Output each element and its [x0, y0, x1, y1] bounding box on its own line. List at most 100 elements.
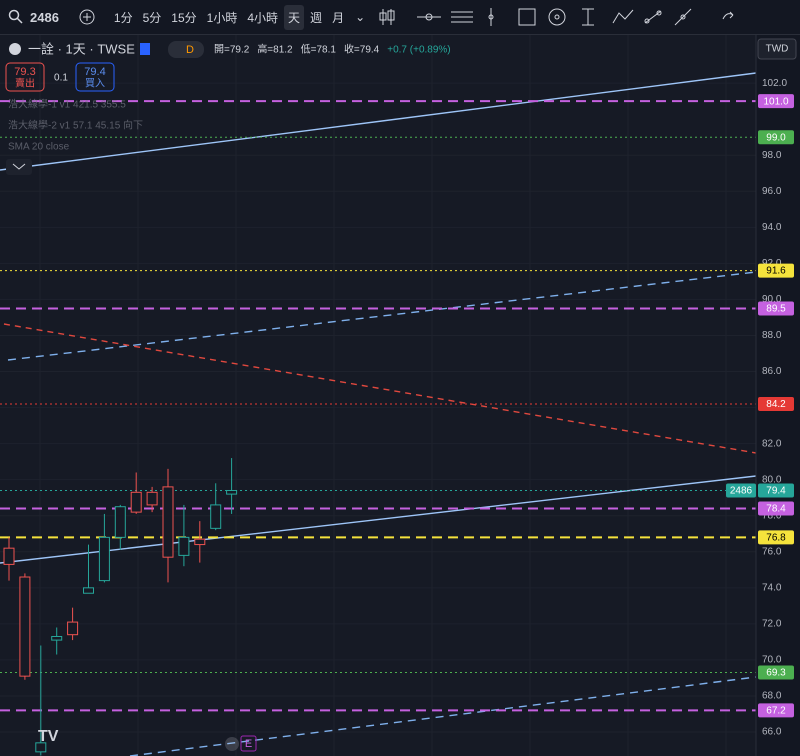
- y-tick-label: 102.0: [762, 78, 787, 89]
- y-tick-label: 96.0: [762, 186, 782, 197]
- candle-body: [35, 742, 47, 753]
- logo: TV: [38, 728, 59, 745]
- level-tag: [758, 665, 794, 680]
- level-tag: [758, 94, 794, 109]
- y-tick-label: 74.0: [762, 582, 782, 593]
- level-tag: [758, 396, 794, 411]
- level-tag: [758, 703, 794, 718]
- currency: TWD: [766, 44, 789, 55]
- interval[interactable]: 1小時: [206, 10, 238, 25]
- level-label: 76.8: [766, 532, 786, 543]
- y-tick-label: 70.0: [762, 655, 782, 666]
- candle-body: [51, 635, 63, 641]
- indicator[interactable]: 浩大線學-2 v1 57.1 45.15 向下: [8, 119, 143, 132]
- y-tick-label: 82.0: [762, 438, 782, 449]
- level-label: 69.3: [766, 668, 786, 679]
- level-label: 67.2: [766, 706, 786, 717]
- y-tick-label: 76.0: [762, 546, 782, 557]
- collapse[interactable]: [6, 159, 32, 175]
- earnings-text: E: [245, 738, 252, 750]
- trend-line[interactable]: [0, 72, 757, 171]
- candle-body: [3, 547, 15, 565]
- level-tag: [758, 483, 794, 498]
- spread: 0.1: [54, 73, 68, 84]
- ohlc-value: 開=79.2: [214, 44, 250, 56]
- collapse-icon: [12, 163, 26, 170]
- trend-line[interactable]: [129, 676, 757, 756]
- level-tag: [758, 263, 794, 278]
- y-tick-label: 90.0: [762, 294, 782, 305]
- toolbar: 2486 1分 5分 15分 1小時 4小時天週月 ⌄: [0, 0, 800, 35]
- level-tag: [758, 130, 794, 145]
- price-axis: [756, 35, 800, 756]
- level-label: 78.4: [766, 504, 786, 515]
- plot-area: [0, 35, 756, 756]
- badge-text: D: [186, 44, 194, 56]
- candle-body: [114, 506, 126, 538]
- ohlc-value: 低=78.1: [301, 43, 337, 56]
- candle-body: [98, 536, 110, 582]
- interval[interactable]: 5分: [142, 10, 162, 25]
- candle-body: [83, 587, 94, 594]
- interval[interactable]: 週: [310, 10, 323, 25]
- currency-box[interactable]: [757, 38, 797, 60]
- level-label: 101.0: [763, 96, 788, 107]
- y-tick-label: 78.0: [762, 510, 782, 521]
- y-tick-label: 98.0: [762, 150, 782, 161]
- level-label: 79.4: [766, 486, 786, 497]
- symbol-tag: [726, 483, 756, 498]
- level-label: 91.6: [766, 266, 786, 277]
- ohlc-value: 高=81.2: [257, 43, 293, 56]
- add-symbol[interactable]: [69, 7, 109, 27]
- level-label: 99.0: [766, 132, 786, 143]
- candle-body: [210, 504, 222, 529]
- y-tick-label: 80.0: [762, 474, 782, 485]
- symbol-logo: [9, 43, 21, 55]
- y-tick-label: 66.0: [762, 727, 782, 738]
- chart-title: 一詮 · 1天 · TWSE: [28, 41, 135, 56]
- sell-label: 賣出: [15, 77, 35, 90]
- level-tag: [758, 301, 794, 316]
- dividend-icon: [225, 737, 239, 751]
- candle-body: [178, 536, 190, 556]
- earnings-badge[interactable]: [240, 735, 257, 752]
- ohlc-value: +0.7 (+0.89%): [387, 45, 450, 56]
- symbol[interactable]: 2486: [30, 9, 59, 25]
- candle-body: [67, 621, 79, 636]
- drawing-tools: [379, 8, 734, 26]
- badge: [168, 41, 204, 58]
- candle-body: [130, 491, 142, 513]
- intervals: 1分 5分 15分 1小時 4小時天週月: [109, 4, 349, 30]
- search-icon[interactable]: [8, 9, 24, 25]
- candle-body: [19, 576, 31, 677]
- y-tick-label: 94.0: [762, 222, 782, 233]
- buy-button[interactable]: [75, 62, 115, 92]
- candle-body: [194, 538, 206, 546]
- candle-body: [162, 486, 174, 558]
- interval[interactable]: 4小時: [247, 10, 279, 25]
- level-label: 89.5: [766, 304, 786, 315]
- y-tick-label: 92.0: [762, 258, 782, 269]
- sell-price: 79.3: [14, 66, 35, 78]
- y-tick-label: 88.0: [762, 330, 782, 341]
- buy-label: 買入: [85, 78, 105, 90]
- sell-button[interactable]: [5, 62, 45, 92]
- symbol-tag-label: 2486: [730, 486, 753, 497]
- y-tick-label: 68.0: [762, 691, 782, 702]
- y-tick-label: 72.0: [762, 619, 782, 630]
- interval[interactable]: 1分: [113, 10, 133, 25]
- level-tag: [758, 501, 794, 516]
- indicator[interactable]: SMA 20 close: [8, 142, 70, 153]
- interval[interactable]: 15分: [171, 10, 197, 25]
- interval[interactable]: 月: [332, 10, 345, 25]
- flag: [140, 43, 150, 55]
- candle-body: [226, 489, 238, 495]
- buy-price: 79.4: [84, 66, 105, 78]
- level-tag: [758, 530, 794, 545]
- interval[interactable]: 天: [284, 4, 305, 30]
- candle-body: [146, 491, 158, 506]
- indicator[interactable]: 浩大線學-1 v1 421.5 355.5: [8, 98, 126, 111]
- ohlc-value: 收=79.4: [344, 43, 380, 56]
- dropdown[interactable]: ⌄: [355, 10, 366, 24]
